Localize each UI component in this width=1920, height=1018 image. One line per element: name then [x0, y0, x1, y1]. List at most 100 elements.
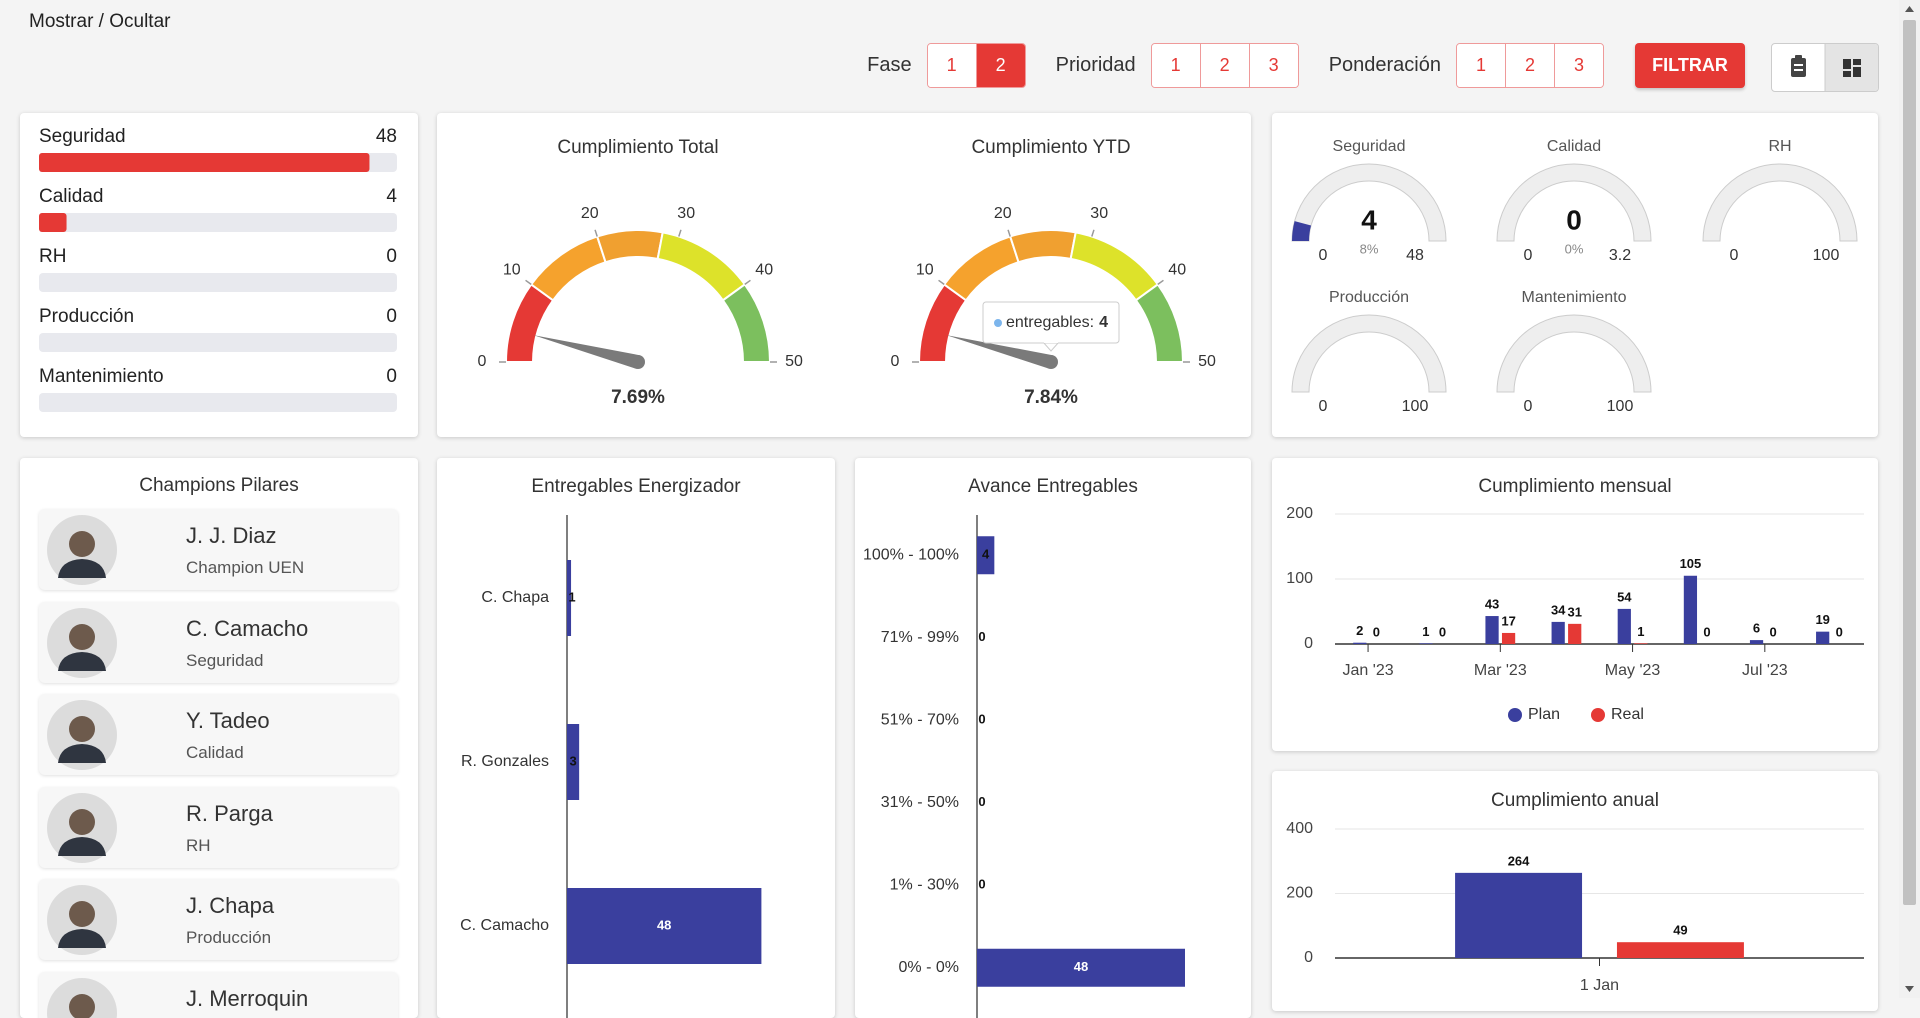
data-label: 48: [1074, 959, 1088, 974]
filter-option[interactable]: 1: [1457, 44, 1505, 87]
arrow-down[interactable]: [1905, 986, 1914, 992]
bar: [1634, 643, 1647, 644]
tile: [1843, 59, 1851, 69]
arrow-up[interactable]: [1905, 6, 1914, 12]
filter-option[interactable]: 3: [1554, 44, 1603, 87]
avatar-head: [69, 901, 95, 927]
progress-bar: [39, 153, 369, 172]
data-label: 0: [1703, 624, 1710, 639]
progress-track: [39, 273, 397, 292]
chart-title: Avance Entregables: [968, 476, 1138, 497]
data-label: 54: [1617, 589, 1632, 604]
data-label: 0: [1836, 624, 1843, 639]
champion-item[interactable]: J. Merroquin: [39, 972, 398, 1018]
avatar: [46, 977, 118, 1018]
champion-item[interactable]: R. Parga RH: [39, 787, 398, 868]
gauge-tick: [679, 230, 681, 237]
view-icons: [1772, 44, 1878, 91]
toggle-link[interactable]: Mostrar / Ocultar: [29, 11, 170, 33]
scroll-arrows: [1899, 0, 1920, 998]
bar: [1552, 622, 1565, 644]
mini-gauge-min: 0: [1319, 247, 1328, 264]
y-tick-label: 0: [1304, 949, 1313, 966]
y-tick-label: 200: [1286, 505, 1313, 522]
bar: [1485, 616, 1498, 644]
mini-gauge-max: 100: [1607, 398, 1634, 415]
data-label: 0: [1769, 624, 1776, 639]
data-label: 1: [1637, 624, 1644, 639]
gauge-tick-label: 0: [891, 353, 900, 370]
category-label: 0% - 0%: [899, 959, 959, 976]
champion-name: J. Chapa: [186, 893, 274, 919]
champion-role: Producción: [186, 928, 271, 948]
champion-item[interactable]: Y. Tadeo Calidad: [39, 694, 398, 775]
legend-marker: [1508, 708, 1522, 722]
champion-role: Calidad: [186, 743, 244, 763]
category-label: R. Gonzales: [461, 753, 549, 770]
champion-role: RH: [186, 836, 211, 856]
gauge-title: Cumplimiento Total: [557, 137, 718, 158]
gauge-tick-label: 10: [503, 262, 521, 279]
card-title: Champions Pilares: [20, 475, 418, 497]
bar: [1816, 632, 1829, 644]
gauge-tick-label: 30: [1090, 205, 1108, 222]
tooltip-dot: [994, 319, 1002, 327]
filter-option[interactable]: 3: [1249, 44, 1298, 87]
data-label: 0: [978, 794, 985, 809]
line: [1794, 69, 1803, 71]
gauge-tick-label: 10: [916, 262, 934, 279]
filter-option[interactable]: 1: [1152, 44, 1200, 87]
pillar-value: 0: [386, 366, 397, 387]
champion-item[interactable]: C. Camacho Seguridad: [39, 602, 398, 683]
mini-gauge-track: [1703, 164, 1857, 241]
category-label: 71% - 99%: [881, 629, 959, 646]
progress-track: [39, 213, 397, 232]
filter-button[interactable]: FILTRAR: [1635, 43, 1745, 88]
scrollbar[interactable]: [1899, 0, 1920, 998]
filter-option[interactable]: 1: [928, 44, 976, 87]
selected-view[interactable]: [1825, 44, 1878, 91]
data-label: 0: [1373, 624, 1380, 639]
champion-name: Y. Tadeo: [186, 708, 270, 734]
bar: [1455, 873, 1582, 958]
filter-option[interactable]: 2: [976, 44, 1025, 87]
champion-item[interactable]: J. Chapa Producción: [39, 879, 398, 960]
pillar-value: 4: [386, 186, 397, 207]
category-label: 1% - 30%: [890, 876, 959, 893]
filter-option[interactable]: 2: [1505, 44, 1554, 87]
champion-name: C. Camacho: [186, 616, 308, 642]
filter-option[interactable]: 2: [1200, 44, 1249, 87]
gauge-caption: 7.84%: [1024, 387, 1078, 408]
x-tick-label: 1 Jan: [1580, 977, 1619, 994]
y-tick-label: 200: [1286, 885, 1313, 902]
clipboard: [1791, 58, 1806, 77]
clip: [1795, 55, 1802, 60]
gauge-tick: [595, 230, 597, 237]
bar: [1750, 640, 1763, 644]
gauge-title: Cumplimiento YTD: [971, 137, 1130, 158]
needle-hub: [1044, 355, 1058, 369]
pillar-value: 0: [386, 306, 397, 327]
gauge-band: [1071, 232, 1158, 300]
gauge-band: [944, 236, 1018, 300]
gauge-needle: [533, 335, 639, 369]
list-icon[interactable]: [1791, 55, 1806, 77]
gauge-tick-label: 40: [755, 262, 773, 279]
champion-role: Seguridad: [186, 651, 264, 671]
champion-name: R. Parga: [186, 801, 273, 827]
avatar: [46, 514, 118, 586]
gauge-caption: 7.69%: [611, 387, 665, 408]
mini-gauge-caption: 8%: [1360, 241, 1379, 256]
mini-gauge-min: 0: [1524, 398, 1533, 415]
